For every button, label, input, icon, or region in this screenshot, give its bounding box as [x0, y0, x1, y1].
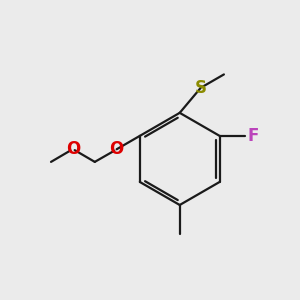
Text: S: S: [195, 79, 207, 97]
Text: O: O: [66, 140, 80, 158]
Text: F: F: [247, 127, 259, 145]
Text: O: O: [110, 140, 124, 158]
